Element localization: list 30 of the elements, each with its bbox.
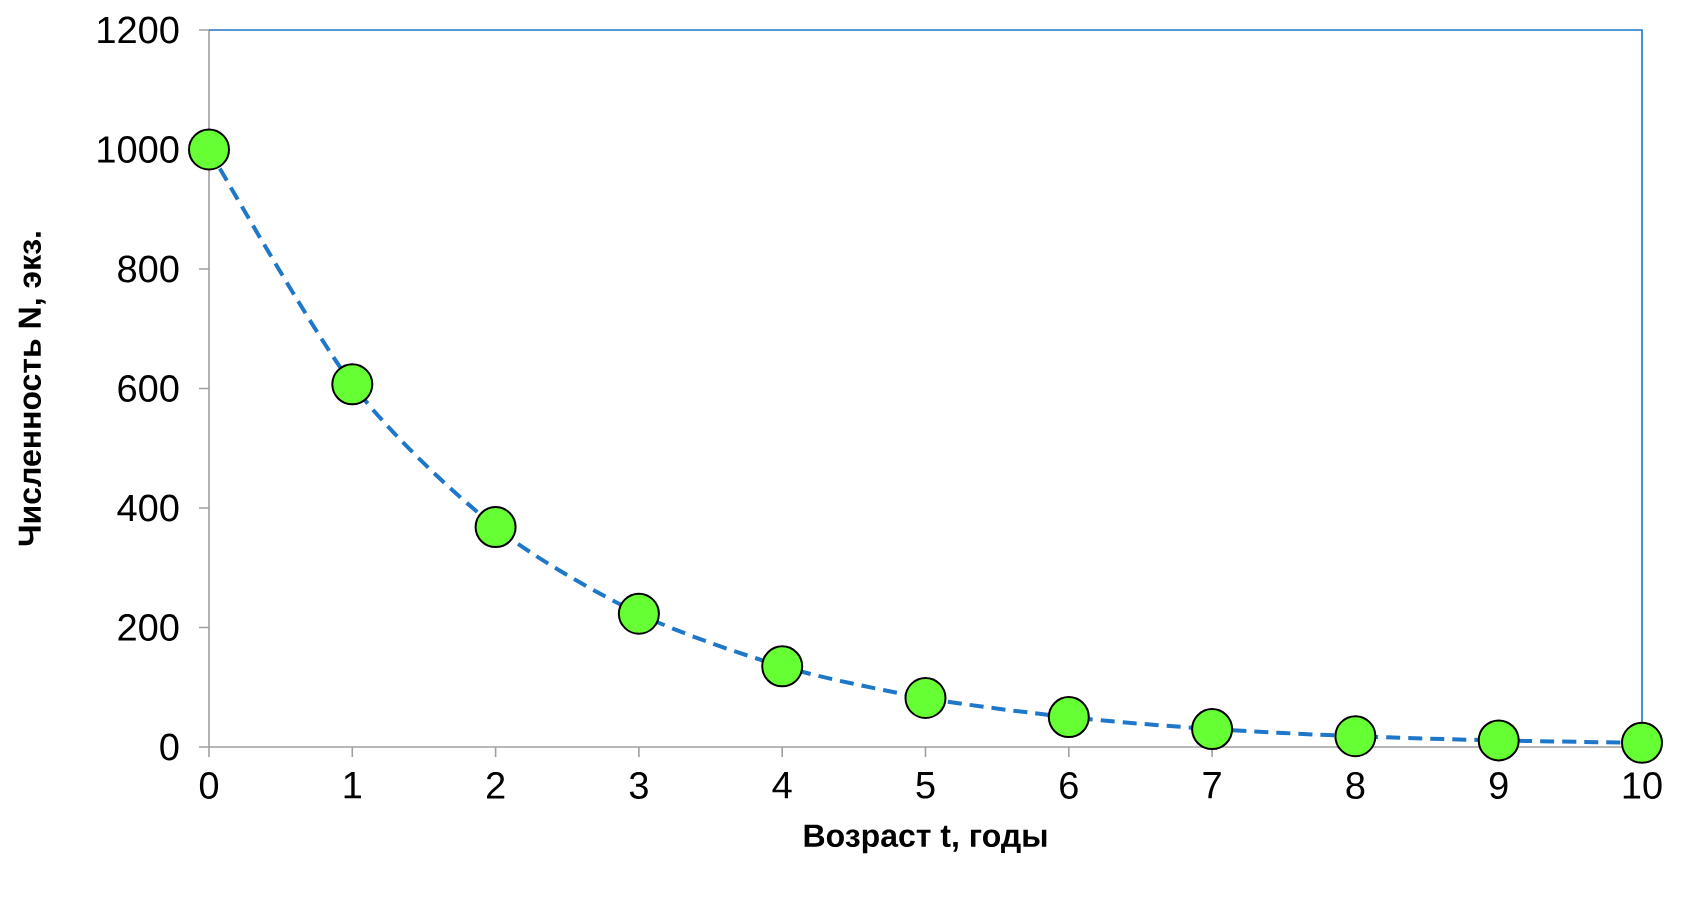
y-tick-label: 1000: [98, 136, 179, 163]
x-tick-label: 10: [1623, 772, 1662, 799]
y-tick-label: 600: [118, 375, 179, 402]
point: [331, 363, 374, 406]
x-tick-label: 5: [916, 772, 935, 799]
x-tick-label: 6: [1060, 772, 1078, 799]
x-tick-label: 8: [1346, 772, 1365, 799]
point: [1191, 708, 1234, 751]
x-tick-label: 7: [1203, 772, 1221, 799]
point: [1047, 696, 1090, 739]
y-tick-label: 0: [160, 733, 179, 761]
point: [188, 128, 230, 171]
y-tick-label: 1200: [98, 16, 179, 44]
point: [1334, 715, 1377, 758]
y-tick-label: 800: [118, 255, 179, 283]
point: [1477, 719, 1520, 762]
x-tick-label: 0: [199, 772, 219, 799]
point: [617, 592, 660, 635]
point: [474, 506, 517, 549]
x-tick-label: 2: [486, 772, 505, 799]
x-tick-label: 4: [772, 772, 792, 799]
x-tick-label: 1: [344, 772, 361, 799]
point: [904, 676, 947, 719]
x-axis-title: Возраст t, годы: [804, 824, 1047, 854]
point: [761, 645, 804, 688]
x-tick-label: 9: [1489, 772, 1508, 799]
y-tick-label: 200: [118, 614, 179, 641]
y-axis-title: Численность N, экз.: [18, 232, 46, 546]
y-tick-label: 400: [117, 494, 179, 522]
x-tick-label: 3: [629, 772, 648, 799]
